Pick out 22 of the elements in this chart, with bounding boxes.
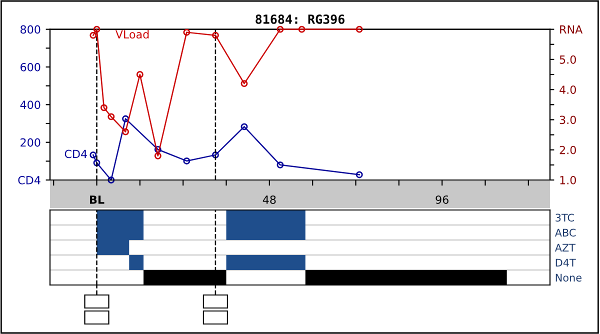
y-tick-label: AZT <box>554 244 576 252</box>
y2-tick-label: 1.0 <box>560 176 576 184</box>
y-tick-label: 600 <box>20 62 40 72</box>
y-tick-label: 800 <box>20 25 40 34</box>
y2-tick-label: RNA <box>560 25 583 34</box>
x-tick-label: 96 <box>436 195 448 204</box>
x-tick-label: BL <box>90 196 104 204</box>
chart-title: 81684: RG396 <box>256 14 344 24</box>
y2-tick-label: 5.0 <box>560 55 576 64</box>
y-tick-label: 200 <box>20 138 40 147</box>
y2-tick-label: 4.0 <box>560 86 576 94</box>
y-tick-label: CD4 <box>18 176 40 184</box>
y2-tick-label: 2.0 <box>560 146 576 154</box>
y2-tick-label: 3.0 <box>560 116 576 124</box>
series-label: VLoad <box>115 30 149 39</box>
x-tick-label: 48 <box>262 195 276 204</box>
y-tick-label: ABC <box>554 228 576 237</box>
series-label: CD4 <box>64 150 87 158</box>
y-tick-label: 3TC <box>556 214 574 222</box>
y-tick-label: None <box>556 274 582 282</box>
y-tick-label: D4T <box>556 258 576 266</box>
y-tick-label: 400 <box>20 100 40 110</box>
